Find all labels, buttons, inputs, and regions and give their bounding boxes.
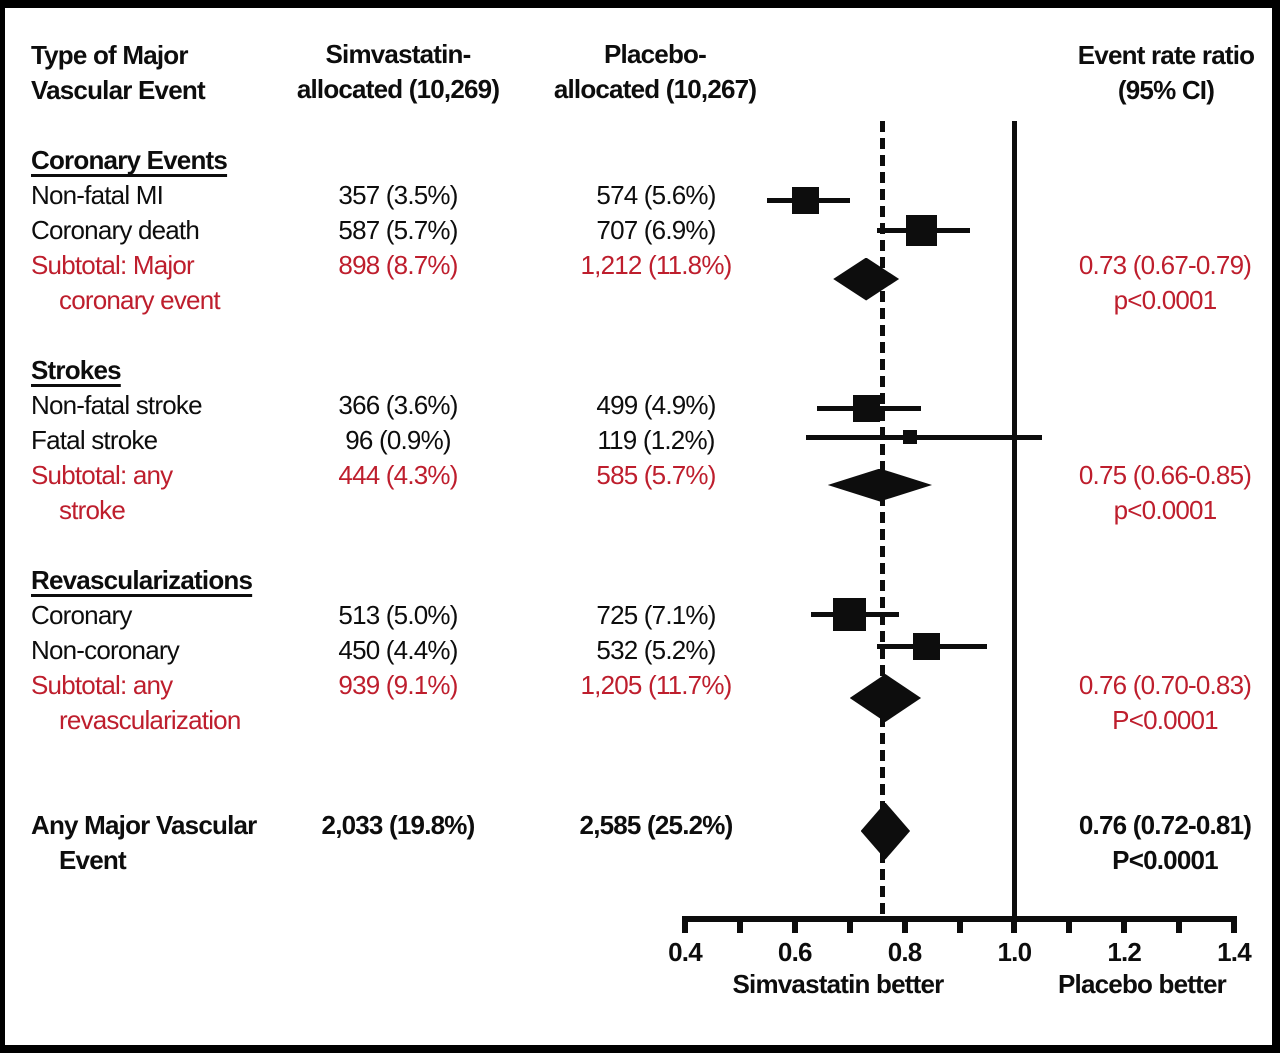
- subtotal-label-line2: revascularization: [59, 705, 241, 735]
- row-label: Coronary death: [31, 215, 200, 245]
- axis-tick: [736, 916, 743, 933]
- point-estimate-square: [913, 632, 941, 660]
- axis-tick: [1066, 916, 1073, 933]
- total-ratio-value: 0.76 (0.72-0.81): [1078, 810, 1252, 840]
- row-label: Non-fatal MI: [31, 180, 164, 210]
- total-label-line1: Any Major Vascular: [31, 810, 257, 840]
- subtotal-label-line2: coronary event: [59, 285, 221, 315]
- subtotal-simvastatin-value: 444 (4.3%): [338, 460, 458, 490]
- subtotal-simvastatin-value: 939 (9.1%): [338, 670, 458, 700]
- row-label: Non-coronary: [31, 635, 180, 665]
- axis-tick: [791, 916, 798, 933]
- subtotal-p-value: P<0.0001: [1112, 705, 1218, 735]
- total-simvastatin-value: 2,033 (19.8%): [321, 810, 476, 840]
- section-title: Strokes: [31, 355, 122, 385]
- section-title: Revascularizations: [31, 565, 253, 595]
- subtotal-placebo-value: 1,212 (11.8%): [580, 250, 733, 280]
- simvastatin-value: 366 (3.6%): [338, 390, 458, 420]
- column-header-simvastatin-line2: allocated (10,269): [296, 74, 500, 104]
- axis-tick: [1231, 916, 1237, 933]
- axis-tick: [956, 916, 963, 933]
- column-header-event-type-line2: Vascular Event: [31, 75, 206, 105]
- placebo-value: 725 (7.1%): [596, 600, 716, 630]
- subtotal-diamond: [827, 468, 933, 502]
- subtotal-label-line1: Subtotal: any: [31, 670, 173, 700]
- simvastatin-value: 513 (5.0%): [338, 600, 458, 630]
- solid-null-line: [1011, 121, 1017, 920]
- simvastatin-better-label: Simvastatin better: [732, 969, 944, 999]
- axis-tick: [1011, 916, 1018, 933]
- axis-tick-label: 1.4: [1217, 937, 1252, 967]
- subtotal-diamond: [833, 257, 900, 301]
- point-estimate-square: [792, 186, 820, 214]
- section-title: Coronary Events: [31, 145, 228, 175]
- subtotal-p-value: p<0.0001: [1113, 285, 1218, 315]
- subtotal-p-value: p<0.0001: [1113, 495, 1218, 525]
- total-placebo-value: 2,585 (25.2%): [579, 810, 734, 840]
- axis-tick-label: 1.0: [997, 937, 1033, 967]
- subtotal-placebo-value: 1,205 (11.7%): [580, 670, 733, 700]
- axis-tick: [901, 916, 908, 933]
- axis-tick: [846, 916, 853, 933]
- axis-tick-label: 1.2: [1107, 937, 1142, 967]
- ci-line: [805, 434, 1042, 440]
- column-header-event-type-line1: Type of Major: [31, 40, 188, 70]
- point-estimate-square: [833, 597, 867, 631]
- placebo-value: 574 (5.6%): [596, 180, 716, 210]
- placebo-value: 707 (6.9%): [596, 215, 716, 245]
- total-diamond: [860, 802, 911, 860]
- axis-tick-label: 0.8: [887, 937, 923, 967]
- subtotal-ratio-value: 0.76 (0.70-0.83): [1078, 670, 1252, 700]
- row-label: Coronary: [31, 600, 132, 630]
- column-header-placebo-line2: allocated (10,267): [553, 74, 757, 104]
- subtotal-simvastatin-value: 898 (8.7%): [338, 250, 458, 280]
- placebo-better-label: Placebo better: [1058, 969, 1227, 999]
- column-header-ratio-line2: (95% CI): [1117, 75, 1215, 105]
- total-p-value: P<0.0001: [1112, 845, 1218, 875]
- axis-tick-label: 0.4: [668, 937, 703, 967]
- placebo-value: 499 (4.9%): [596, 390, 716, 420]
- placebo-value: 119 (1.2%): [597, 425, 715, 455]
- column-header-ratio-line1: Event rate ratio: [1077, 40, 1255, 70]
- axis-tick: [1176, 916, 1183, 933]
- point-estimate-square: [905, 214, 937, 246]
- simvastatin-value: 357 (3.5%): [338, 180, 458, 210]
- simvastatin-value: 587 (5.7%): [338, 215, 458, 245]
- column-header-simvastatin-line1: Simvastatin-: [325, 39, 471, 69]
- subtotal-label-line1: Subtotal: any: [31, 460, 173, 490]
- subtotal-ratio-value: 0.75 (0.66-0.85): [1078, 460, 1252, 490]
- subtotal-label-line2: stroke: [59, 495, 126, 525]
- point-estimate-square: [852, 394, 880, 422]
- total-label-line2: Event: [59, 845, 127, 875]
- point-estimate-square: [903, 430, 918, 444]
- axis-tick: [1121, 916, 1128, 933]
- axis-tick-label: 0.6: [777, 937, 813, 967]
- subtotal-diamond: [849, 674, 922, 722]
- row-label: Fatal stroke: [31, 425, 158, 455]
- simvastatin-value: 96 (0.9%): [345, 425, 451, 455]
- placebo-value: 532 (5.2%): [596, 635, 716, 665]
- subtotal-placebo-value: 585 (5.7%): [596, 460, 716, 490]
- simvastatin-value: 450 (4.4%): [338, 635, 458, 665]
- subtotal-label-line1: Subtotal: Major: [31, 250, 195, 280]
- column-header-placebo-line1: Placebo-: [604, 39, 707, 69]
- axis-tick: [682, 916, 688, 933]
- subtotal-ratio-value: 0.73 (0.67-0.79): [1078, 250, 1252, 280]
- dashed-overall-estimate-line: [880, 121, 886, 920]
- row-label: Non-fatal stroke: [31, 390, 203, 420]
